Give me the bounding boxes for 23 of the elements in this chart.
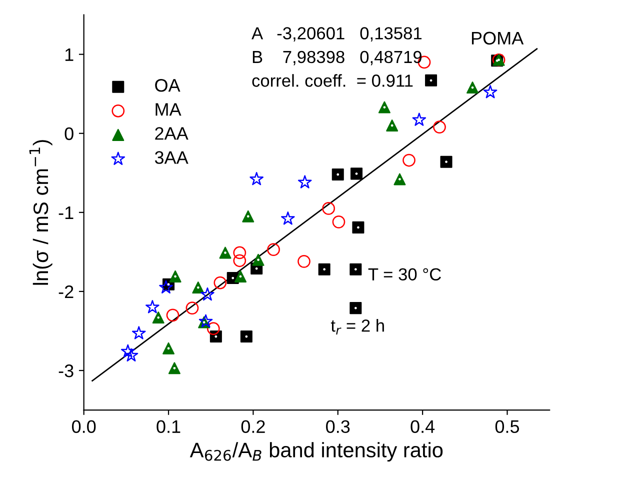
y-tick-label: -1 [58, 206, 74, 219]
y-tick-label: 1 [65, 48, 74, 61]
x-tick-label: 0.4 [410, 420, 435, 434]
legend-label: OA [155, 78, 180, 92]
legend-label: MA [156, 103, 182, 116]
x-tick-label: 0.2 [241, 420, 265, 434]
x-tick-label: 0.1 [156, 420, 180, 434]
annotation: T = 30 °C [368, 268, 441, 280]
annotation: A -3,20601 0,13581 [252, 27, 422, 42]
annotation: B 7,98398 0,48719 [252, 50, 422, 66]
legend-label: 3AA [154, 151, 188, 164]
y-tick-label: -2 [58, 285, 74, 298]
legend-label: 2AA [155, 127, 188, 140]
annotation: POMA [472, 32, 524, 45]
x-axis-title: A$_{626}$/A$_{B}$ band intensity ratio [190, 442, 443, 462]
x-tick-label: 0.3 [326, 420, 350, 434]
y-axis-title: ln(σ / mS cm$^{−1}$) [29, 140, 52, 285]
y-tick-label: 0 [64, 127, 74, 140]
y-tick-label: -3 [58, 364, 74, 378]
annotation: t$_{r}$ = 2 h [330, 319, 384, 334]
x-tick-label: 0.0 [72, 420, 96, 434]
annotation: correl. coeff. = 0.911 [252, 74, 413, 87]
x-tick-label: 0.5 [495, 420, 520, 434]
